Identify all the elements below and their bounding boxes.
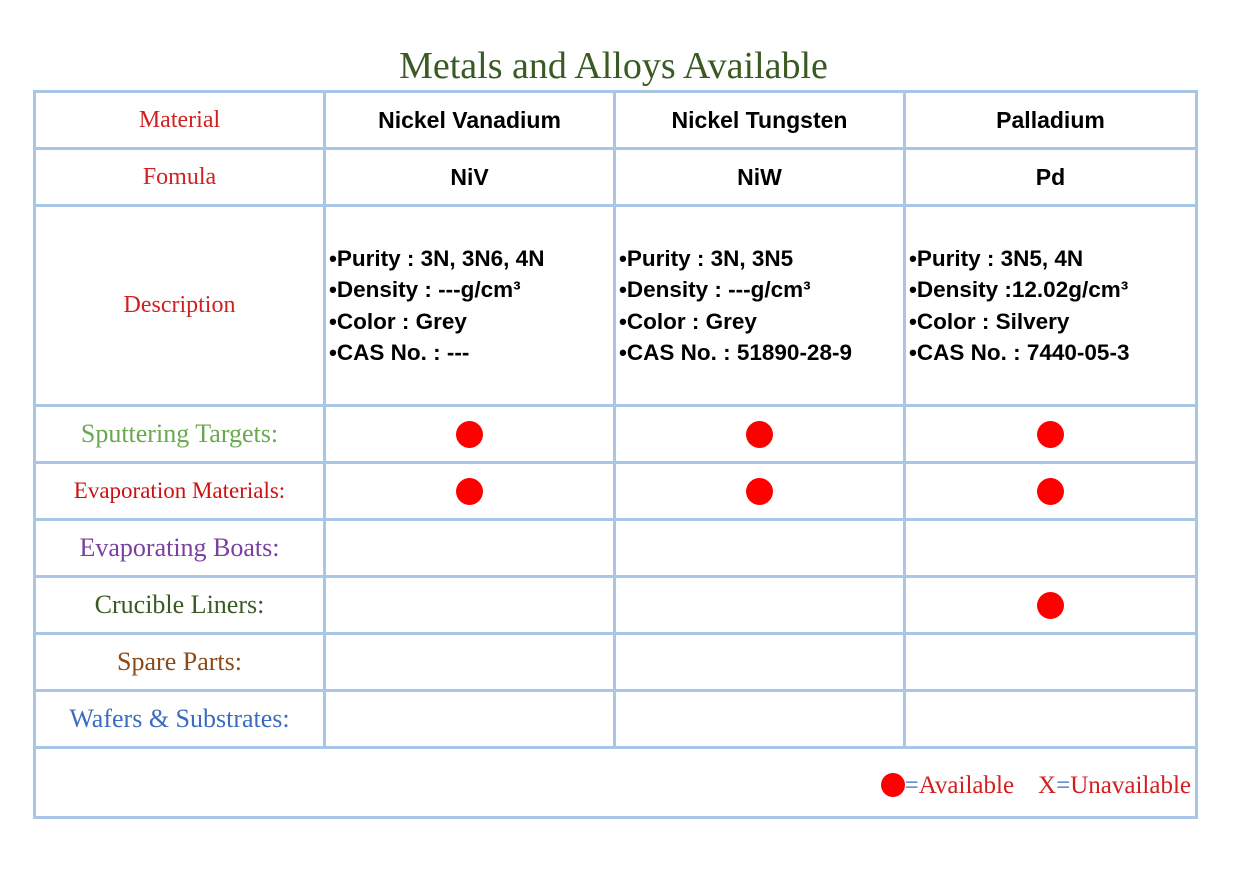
availability-cell (903, 404, 1198, 464)
purity-line: •Purity : 3N, 3N5 (619, 245, 794, 271)
availability-cell (323, 575, 616, 635)
color-line: •Color : Grey (619, 308, 757, 334)
availability-row: Crucible Liners: (33, 575, 1198, 635)
legend: =Available X=Unavailable (880, 772, 1191, 799)
availability-label-cell: Sputtering Targets: (33, 404, 326, 464)
availability-row: Sputtering Targets: (33, 404, 1198, 464)
legend-unavailable: Unavailable (1070, 772, 1191, 799)
availability-cell (903, 518, 1198, 578)
page-title: Metals and Alloys Available (399, 45, 828, 87)
formula-label-cell: Fomula (33, 147, 326, 207)
cas-line: •CAS No. : 51890-28-9 (619, 340, 852, 365)
purity-line: •Purity : 3N, 3N6, 4N (329, 245, 545, 271)
material-row: Material Nickel Vanadium Nickel Tungsten… (33, 90, 1198, 150)
availability-row: Evaporation Materials: (33, 461, 1198, 521)
formula-cell: NiV (323, 147, 616, 207)
availability-row: Evaporating Boats: (33, 518, 1198, 578)
description-cell: •Purity : 3N5, 4N •Density :12.02g/cm³ •… (903, 204, 1198, 407)
availability-cell (903, 575, 1198, 635)
legend-cell: =Available X=Unavailable (33, 746, 1198, 819)
availability-cell (613, 518, 906, 578)
material-label: Material (138, 106, 221, 133)
availability-label: Sputtering Targets: (80, 419, 279, 448)
availability-cell (613, 575, 906, 635)
availability-cell (613, 689, 906, 749)
material-label-cell: Material (33, 90, 326, 150)
formula-label: Fomula (142, 163, 217, 190)
legend-available: Available (918, 772, 1015, 799)
availability-cell (323, 461, 616, 521)
availability-cell (613, 404, 906, 464)
availability-cell (903, 689, 1198, 749)
available-dot-icon (880, 773, 905, 798)
legend-equals: = (1056, 772, 1071, 799)
formula-value: NiV (450, 163, 489, 190)
legend-x: X (1038, 772, 1057, 799)
availability-cell (903, 461, 1198, 521)
description-row: Description •Purity : 3N, 3N6, 4N •Densi… (33, 204, 1198, 407)
availability-label: Evaporation Materials: (73, 478, 286, 503)
material-name-cell: Nickel Tungsten (613, 90, 906, 150)
availability-label-cell: Crucible Liners: (33, 575, 326, 635)
description-cell: •Purity : 3N, 3N6, 4N •Density : ---g/cm… (323, 204, 616, 407)
formula-cell: NiW (613, 147, 906, 207)
available-dot-icon (1037, 591, 1064, 619)
available-dot-icon (456, 420, 483, 448)
material-name: Palladium (996, 106, 1105, 133)
formula-row: Fomula NiV NiW Pd (33, 147, 1198, 207)
available-dot-icon (1037, 477, 1064, 505)
description-cell: •Purity : 3N, 3N5 •Density : ---g/cm³ •C… (613, 204, 906, 407)
density-line: •Density :12.02g/cm³ (909, 277, 1129, 302)
cas-line: •CAS No. : 7440-05-3 (909, 340, 1130, 365)
formula-value: Pd (1035, 163, 1066, 190)
purity-line: •Purity : 3N5, 4N (909, 245, 1084, 271)
density-line: •Density : ---g/cm³ (329, 277, 521, 302)
availability-cell (613, 461, 906, 521)
material-name: Nickel Vanadium (378, 106, 561, 133)
available-dot-icon (746, 420, 773, 448)
formula-value: NiW (737, 163, 782, 190)
availability-cell (323, 689, 616, 749)
available-dot-icon (746, 477, 773, 505)
availability-label: Crucible Liners: (94, 590, 265, 619)
availability-cell (323, 632, 616, 692)
materials-table: Material Nickel Vanadium Nickel Tungsten… (33, 90, 1198, 819)
availability-label-cell: Wafers & Substrates: (33, 689, 326, 749)
material-name-cell: Palladium (903, 90, 1198, 150)
available-dot-icon (1037, 420, 1064, 448)
availability-row: Wafers & Substrates: (33, 689, 1198, 749)
availability-label: Evaporating Boats: (79, 533, 280, 562)
availability-cell (323, 404, 616, 464)
cas-line: •CAS No. : --- (329, 340, 470, 365)
availability-label-cell: Spare Parts: (33, 632, 326, 692)
availability-label: Spare Parts: (117, 647, 242, 676)
formula-cell: Pd (903, 147, 1198, 207)
availability-label-cell: Evaporation Materials: (33, 461, 326, 521)
color-line: •Color : Grey (329, 308, 467, 334)
legend-equals: = (904, 772, 919, 799)
density-line: •Density : ---g/cm³ (619, 277, 811, 302)
available-dot-icon (456, 477, 483, 505)
availability-row: Spare Parts: (33, 632, 1198, 692)
availability-label-cell: Evaporating Boats: (33, 518, 326, 578)
description-label: Description (123, 292, 236, 318)
availability-cell (613, 632, 906, 692)
description-label-cell: Description (33, 204, 326, 407)
material-name-cell: Nickel Vanadium (323, 90, 616, 150)
availability-cell (323, 518, 616, 578)
availability-cell (903, 632, 1198, 692)
material-name: Nickel Tungsten (671, 106, 848, 133)
color-line: •Color : Silvery (909, 308, 1070, 334)
availability-label: Wafers & Substrates: (69, 704, 290, 733)
legend-row: =Available X=Unavailable (33, 746, 1198, 819)
